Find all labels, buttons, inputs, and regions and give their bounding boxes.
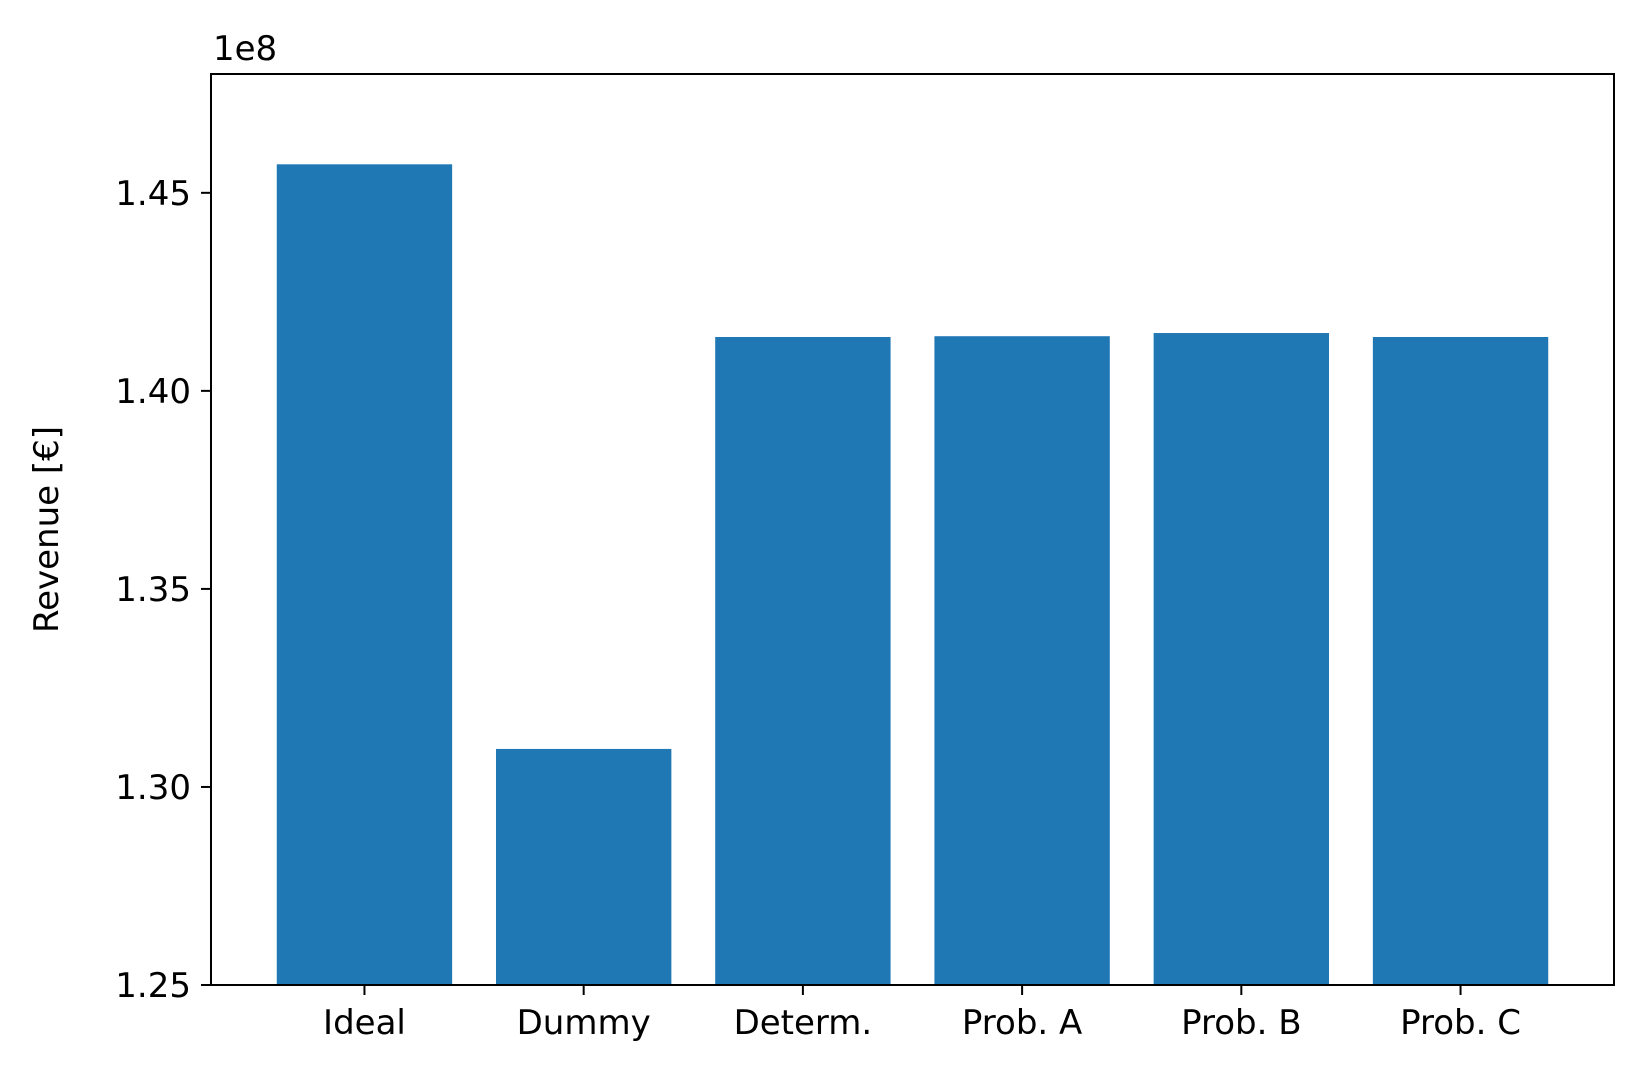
y-offset-label: 1e8: [213, 29, 277, 69]
x-tick-label: Ideal: [323, 1003, 406, 1043]
x-ticks-group: Ideal Dummy Determ. Prob. A Prob. B Prob. C: [323, 985, 1521, 1043]
y-axis-label: Revenue [€]: [27, 426, 67, 633]
bar-ideal: [276, 164, 453, 985]
x-tick-label: Prob. A: [962, 1003, 1082, 1043]
y-tick-label: 1.25: [115, 966, 191, 1006]
bar-prob-b: [1153, 333, 1330, 985]
y-tick-label: 1.40: [115, 372, 191, 412]
bars-group: [276, 164, 1549, 986]
y-ticks-group: 1.25 1.30 1.35 1.40 1.45: [115, 174, 211, 1006]
y-tick-label: 1.35: [115, 570, 191, 610]
x-tick-label: Prob. B: [1181, 1003, 1301, 1043]
bar-prob-c: [1372, 337, 1549, 986]
y-tick-label: 1.45: [115, 174, 191, 214]
y-tick-label: 1.30: [115, 768, 191, 808]
x-tick-label: Prob. C: [1400, 1003, 1521, 1043]
bar-dummy: [495, 748, 672, 985]
bar-determ: [715, 337, 891, 986]
bar-prob-a: [934, 336, 1110, 985]
x-tick-label: Dummy: [517, 1003, 651, 1043]
x-tick-label: Determ.: [734, 1003, 873, 1043]
plot-frame: [210, 73, 1615, 986]
